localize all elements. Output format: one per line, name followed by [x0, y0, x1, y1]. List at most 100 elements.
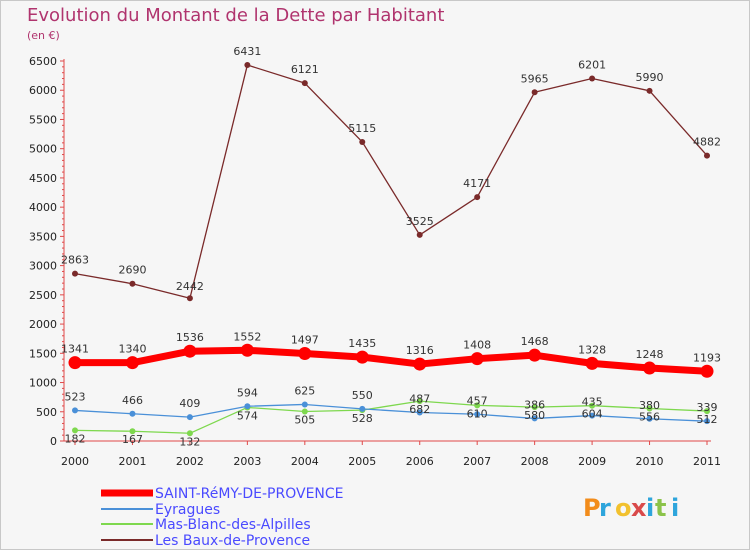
data-point	[72, 427, 78, 434]
data-point	[298, 346, 312, 360]
data-point	[585, 356, 599, 370]
data-label: 512	[697, 413, 718, 426]
x-tick-label: 2000	[61, 455, 89, 468]
chart-title: Evolution du Montant de la Dette par Hab…	[27, 5, 445, 26]
data-point	[129, 428, 136, 435]
data-point	[474, 411, 481, 418]
x-tick-label: 2005	[348, 455, 376, 468]
data-label: 574	[237, 409, 258, 422]
x-tick-label: 2003	[233, 455, 261, 468]
data-point	[301, 80, 308, 87]
data-label: 594	[237, 386, 258, 399]
data-label: 1435	[348, 337, 376, 350]
data-label: 1497	[291, 333, 319, 346]
data-label: 2442	[176, 280, 204, 293]
y-tick-label: 6000	[29, 84, 57, 97]
data-label: 2690	[118, 264, 146, 277]
y-tick-label: 3000	[29, 260, 57, 273]
data-point	[183, 344, 197, 358]
data-label: 5990	[636, 71, 664, 84]
y-tick-label: 1500	[29, 347, 57, 360]
data-point	[416, 409, 423, 416]
logo-letter: t	[655, 494, 666, 522]
data-label: 339	[697, 401, 718, 414]
data-label: 466	[122, 394, 143, 407]
data-label: 580	[524, 409, 545, 422]
data-label: 487	[409, 393, 430, 406]
data-point	[244, 403, 251, 410]
data-label: 1340	[118, 343, 146, 356]
data-point	[413, 357, 427, 371]
data-point	[125, 356, 139, 370]
data-point	[474, 402, 481, 409]
data-label: 556	[639, 410, 660, 423]
data-label: 1552	[233, 330, 261, 343]
data-label: 610	[467, 407, 488, 420]
x-tick-label: 2009	[578, 455, 606, 468]
data-point	[186, 430, 193, 437]
data-label: 1328	[578, 343, 606, 356]
data-label: 6121	[291, 63, 319, 76]
y-tick-label: 1000	[29, 377, 57, 390]
logo-letter: o	[615, 494, 632, 522]
data-point	[474, 194, 481, 201]
data-label: 1193	[693, 351, 721, 364]
data-point	[416, 398, 423, 405]
data-point	[186, 414, 193, 421]
logo-letter: P	[583, 494, 601, 522]
data-label: 604	[582, 408, 603, 421]
data-label: 1248	[636, 348, 664, 361]
x-tick-label: 2001	[118, 455, 146, 468]
data-label: 528	[352, 412, 373, 425]
data-point	[704, 418, 710, 425]
logo-letter: i	[671, 494, 679, 522]
data-point	[646, 405, 653, 412]
y-tick-label: 6500	[29, 55, 57, 68]
series-line-1	[74, 403, 708, 422]
data-label: 182	[65, 432, 86, 445]
data-label: 4882	[693, 136, 721, 149]
data-label: 380	[639, 399, 660, 412]
x-tick-label: 2007	[463, 455, 491, 468]
data-label: 4171	[463, 177, 491, 190]
x-tick-label: 2011	[693, 455, 721, 468]
y-tick-label: 5000	[29, 143, 57, 156]
data-point	[589, 412, 596, 419]
chart-subtitle: (en €)	[27, 29, 60, 42]
data-point	[700, 364, 714, 378]
logo-letter: r	[599, 494, 611, 522]
y-tick-label: 500	[36, 406, 57, 419]
data-label: 1316	[406, 344, 434, 357]
x-tick-label: 2008	[521, 455, 549, 468]
data-label: 5965	[521, 72, 549, 85]
legend-label: Les Baux-de-Provence	[155, 533, 310, 549]
data-label: 1408	[463, 339, 491, 352]
data-point	[355, 350, 369, 364]
data-label: 132	[179, 435, 200, 448]
data-label: 682	[409, 403, 430, 416]
data-point	[528, 348, 542, 362]
data-label: 435	[582, 396, 603, 409]
x-tick-label: 2006	[406, 455, 434, 468]
y-tick-label: 2000	[29, 318, 57, 331]
data-label: 625	[294, 384, 315, 397]
data-point	[129, 410, 136, 417]
series-line-0	[74, 346, 708, 375]
data-point	[244, 62, 251, 69]
y-tick-label: 5500	[29, 113, 57, 126]
data-point	[589, 402, 596, 409]
x-tick-label: 2004	[291, 455, 319, 468]
data-label: 550	[352, 389, 373, 402]
data-label: 1468	[521, 335, 549, 348]
data-label: 1536	[176, 331, 204, 344]
y-tick-label: 0	[50, 435, 57, 448]
series-line-2	[74, 400, 708, 434]
legend-label: Eyragues	[155, 502, 220, 518]
data-point	[416, 231, 423, 238]
data-label: 1341	[61, 343, 89, 356]
data-point	[531, 415, 538, 422]
data-point	[646, 87, 653, 94]
x-tick-label: 2010	[636, 455, 664, 468]
